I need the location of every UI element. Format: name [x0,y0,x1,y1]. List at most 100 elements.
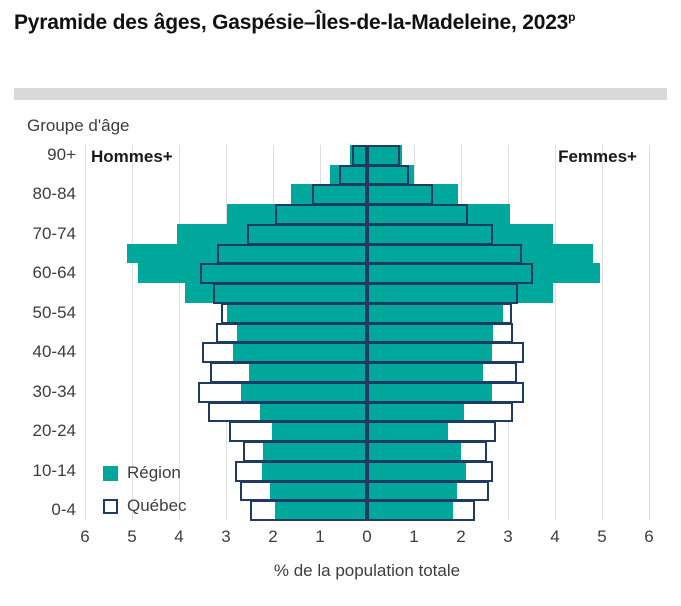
bar-quebec-femmes-35-39 [367,362,517,383]
bar-quebec-hommes-25-29 [207,401,367,423]
x-tick-0: 6 [80,527,90,546]
age-label-0-4: 0-4 [51,500,76,520]
bar-quebec-femmes-30-34 [367,381,525,403]
bar-region-hommes-80-84 [290,184,367,205]
bar-region-femmes-35-39 [367,362,484,382]
legend: Région Québec [103,463,187,516]
x-tick-8: 2 [456,527,466,546]
x-tick-7: 1 [409,527,419,546]
bar-quebec-femmes-20-24 [367,421,496,443]
bar-quebec-femmes-75-79 [367,204,468,225]
x-tick-10: 4 [550,527,560,546]
bar-quebec-femmes-45-49 [367,322,513,344]
bar-region-hommes-55-59 [185,283,367,303]
bar-region-hommes-75-79 [226,204,367,224]
bar-quebec-hommes-75-79 [274,204,367,225]
bar-region-hommes-70-74 [177,223,367,244]
x-tick-5: 1 [315,527,325,546]
bar-quebec-femmes-80-84 [367,184,433,206]
age-label-80-84: 80-84 [32,184,76,204]
x-tick-1: 5 [127,527,137,546]
bar-region-femmes-45-49 [367,322,494,343]
bar-region-hommes-30-34 [240,381,367,402]
bar-region-femmes-85-89 [367,164,415,185]
legend-label-region: Région [127,463,181,482]
bar-quebec-femmes-0-4 [367,500,476,521]
bar-region-hommes-20-24 [272,421,367,442]
bar-quebec-hommes-5-9 [239,480,367,502]
bar-quebec-hommes-15-19 [242,441,367,462]
bar-region-femmes-10-14 [367,460,467,481]
bar-region-femmes-90+ [367,145,403,165]
bar-quebec-hommes-20-24 [228,421,367,443]
bar-region-femmes-25-29 [367,401,465,422]
gridline [84,145,86,520]
bar-quebec-hommes-70-74 [247,223,367,245]
bar-quebec-hommes-0-4 [249,500,367,521]
bar-quebec-femmes-90+ [367,145,401,166]
bar-quebec-femmes-65-69 [367,243,523,265]
bar-region-femmes-65-69 [367,243,594,264]
region-swatch-icon [103,465,118,481]
title-superscript: p [568,10,576,24]
gridline [178,145,180,520]
bar-quebec-femmes-60-64 [367,263,534,285]
gridline [131,145,133,520]
header-divider-bar [14,88,667,100]
bar-quebec-femmes-15-19 [367,441,488,462]
legend-label-quebec: Québec [127,496,187,515]
age-label-10-14: 10-14 [32,460,76,480]
hommes-header: Hommes+ [91,147,173,166]
bar-quebec-femmes-55-59 [367,283,519,304]
bar-quebec-femmes-40-44 [367,342,524,364]
legend-item-quebec: Québec [103,496,187,516]
x-tick-6: 0 [362,527,372,546]
x-tick-12: 6 [644,527,654,546]
bar-quebec-hommes-10-14 [235,460,367,482]
bar-region-femmes-5-9 [367,480,457,501]
bar-region-femmes-60-64 [367,263,601,284]
bar-quebec-femmes-25-29 [367,401,514,423]
bar-region-femmes-80-84 [367,184,459,205]
x-tick-9: 3 [503,527,513,546]
age-label-50-54: 50-54 [32,302,76,322]
x-tick-2: 4 [174,527,184,546]
bar-region-hommes-40-44 [233,342,367,363]
age-label-20-24: 20-24 [32,421,76,441]
x-tick-11: 5 [597,527,607,546]
bar-quebec-hommes-50-54 [221,302,367,324]
bar-region-femmes-75-79 [367,204,510,224]
bar-region-hommes-45-49 [236,322,367,343]
bar-region-femmes-55-59 [367,283,553,303]
bar-region-hommes-15-19 [263,441,367,461]
bar-region-hommes-60-64 [138,263,367,284]
bar-quebec-femmes-50-54 [367,302,512,324]
bar-region-femmes-20-24 [367,421,449,442]
gridline [554,145,556,520]
x-axis-ticks: 6 5 4 3 2 1 0 1 2 3 4 5 6 [80,527,653,549]
bar-quebec-hommes-40-44 [201,342,367,364]
bar-quebec-femmes-5-9 [367,480,490,502]
bar-quebec-hommes-90+ [351,145,367,166]
bar-region-hommes-10-14 [261,460,367,481]
bar-region-hommes-0-4 [275,500,367,520]
bar-quebec-hommes-60-64 [200,263,367,285]
x-axis-title: % de la population totale [273,561,461,580]
gridline [601,145,603,520]
age-label-40-44: 40-44 [32,342,76,362]
bar-quebec-hommes-30-34 [197,381,367,403]
bar-quebec-hommes-85-89 [338,164,367,186]
bar-region-femmes-50-54 [367,302,503,323]
bar-quebec-hommes-65-69 [217,243,367,265]
bar-region-femmes-30-34 [367,381,493,402]
bar-region-hommes-5-9 [270,480,367,501]
page-title: Pyramide des âges, Gaspésie–Îles-de-la-M… [14,10,576,35]
y-axis-title: Groupe d'âge [27,116,130,135]
quebec-swatch-icon [103,498,118,514]
age-label-30-34: 30-34 [32,381,76,401]
bar-region-femmes-15-19 [367,441,461,461]
x-tick-3: 3 [221,527,231,546]
age-axis-labels: 90+ 80-84 70-74 60-64 50-54 40-44 30-34 20-24 10… [0,145,76,520]
bar-region-femmes-70-74 [367,223,553,244]
